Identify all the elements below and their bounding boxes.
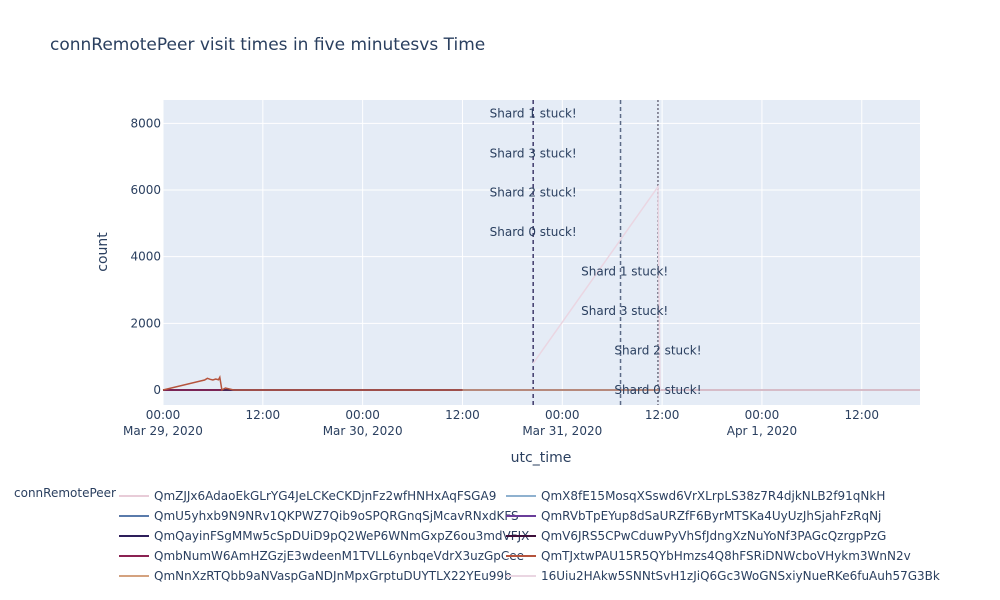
x-tick-label: 12:00 (645, 408, 680, 422)
legend-swatch (119, 575, 149, 577)
x-tick-label: 00:00 (545, 408, 580, 422)
legend-label: QmX8fE15MosqXSswd6VrXLrpLS38z7R4djkNLB2f… (541, 489, 886, 503)
legend-swatch (119, 535, 149, 537)
legend-item[interactable]: QmNnXzRTQbb9aNVaspGaNDJnMpxGrptuDUYTLX22… (119, 566, 512, 586)
legend-swatch (119, 515, 149, 517)
legend-label: QmbNumW6AmHZGzjE3wdeenM1TVLL6ynbqeVdrX3u… (154, 549, 525, 563)
legend-label: QmRVbTpEYup8dSaURZfF6ByrMTSKa4UyUzJhSjah… (541, 509, 882, 523)
legend-label: QmNnXzRTQbb9aNVaspGaNDJnMpxGrptuDUYTLX22… (154, 569, 512, 583)
x-tick-label: 00:00 (146, 408, 181, 422)
shard-annotation: Shard 3 stuck! (581, 304, 668, 318)
legend-item[interactable]: QmZJJx6AdaoEkGLrYG4JeLCKeCKDjnFz2wfHNHxA… (119, 486, 496, 506)
legend-item[interactable]: QmbNumW6AmHZGzjE3wdeenM1TVLL6ynbqeVdrX3u… (119, 546, 524, 566)
shard-annotation: Shard 0 stuck! (614, 383, 701, 397)
legend-item[interactable]: QmTJxtwPAU15R5QYbHmzs4Q8hFSRiDNWcboVHykm… (506, 546, 911, 566)
y-tick-label: 6000 (130, 183, 161, 197)
legend-swatch (506, 575, 536, 577)
y-tick-label: 2000 (130, 316, 161, 330)
legend-label: QmTJxtwPAU15R5QYbHmzs4Q8hFSRiDNWcboVHykm… (541, 549, 911, 563)
annotations: Shard 1 stuck! Shard 3 stuck! Shard 2 stuc… (490, 106, 702, 397)
chart-title: connRemotePeer visit times in five minut… (50, 35, 485, 55)
legend-label: 16Uiu2HAkw5SNNtSvH1zJiQ6Gc3WoGNSxiyNueRK… (541, 569, 940, 583)
legend-item[interactable]: QmRVbTpEYup8dSaURZfF6ByrMTSKa4UyUzJhSjah… (506, 506, 881, 526)
y-tick-label: 4000 (130, 250, 161, 264)
shard-annotation: Shard 0 stuck! (490, 225, 577, 239)
shard-annotation: Shard 1 stuck! (490, 106, 577, 120)
x-tick-date: Apr 1, 2020 (727, 424, 797, 438)
shard-annotation: Shard 2 stuck! (614, 344, 701, 358)
series-layer (162, 184, 920, 392)
legend-item[interactable]: QmU5yhxb9N9NRv1QKPWZ7Qib9oSPQRGnqSjMcavR… (119, 506, 519, 526)
y-tick-label: 0 (153, 383, 161, 397)
x-tick-date: Mar 31, 2020 (522, 424, 602, 438)
shard-annotation: Shard 1 stuck! (581, 264, 668, 278)
legend-label: QmV6JRS5CPwCduwPyVhSfJdngXzNuYoNf3PAGcQz… (541, 529, 887, 543)
series-line (532, 184, 920, 391)
shard-annotation: Shard 3 stuck! (490, 146, 577, 160)
legend-item[interactable]: QmX8fE15MosqXSswd6VrXLrpLS38z7R4djkNLB2f… (506, 486, 885, 506)
y-axis-label: count (95, 232, 111, 272)
y-tick-label: 8000 (130, 116, 161, 130)
legend-swatch (506, 535, 536, 537)
x-tick-label: 00:00 (345, 408, 380, 422)
plot-background (163, 100, 920, 405)
legend-item[interactable]: QmV6JRS5CPwCduwPyVhSfJdngXzNuYoNf3PAGcQz… (506, 526, 886, 546)
x-tick-date: Mar 30, 2020 (323, 424, 403, 438)
legend: connRemotePeer QmZJJx6AdaoEkGLrYG4JeLCKe… (14, 486, 994, 586)
x-tick-label: 12:00 (445, 408, 480, 422)
series-line (162, 375, 463, 392)
legend-label: QmZJJx6AdaoEkGLrYG4JeLCKeCKDjnFz2wfHNHxA… (154, 489, 497, 503)
legend-item[interactable]: QmQayinFSgMMw5cSpDUiD9pQ2WeP6WNmGxpZ6ou3… (119, 526, 529, 546)
legend-item[interactable]: 16Uiu2HAkw5SNNtSvH1zJiQ6Gc3WoGNSxiyNueRK… (506, 566, 940, 586)
shard-annotation: Shard 2 stuck! (490, 186, 577, 200)
x-tick-label: 12:00 (246, 408, 281, 422)
legend-swatch (506, 555, 536, 557)
axis-ticks: 00:00 Mar 29, 2020 12:00 00:00 Mar 30, 2020 1… (123, 116, 879, 438)
x-axis-label: utc_time (511, 450, 572, 466)
x-tick-date: Mar 29, 2020 (123, 424, 203, 438)
legend-swatch (119, 555, 149, 557)
legend-swatch (506, 515, 536, 517)
legend-label: QmQayinFSgMMw5cSpDUiD9pQ2WeP6WNmGxpZ6ou3… (154, 529, 530, 543)
x-tick-label: 00:00 (745, 408, 780, 422)
legend-title: connRemotePeer (14, 486, 116, 500)
legend-swatch (119, 495, 149, 497)
legend-label: QmU5yhxb9N9NRv1QKPWZ7Qib9oSPQRGnqSjMcavR… (154, 509, 519, 523)
legend-swatch (506, 495, 536, 497)
x-tick-label: 12:00 (844, 408, 879, 422)
